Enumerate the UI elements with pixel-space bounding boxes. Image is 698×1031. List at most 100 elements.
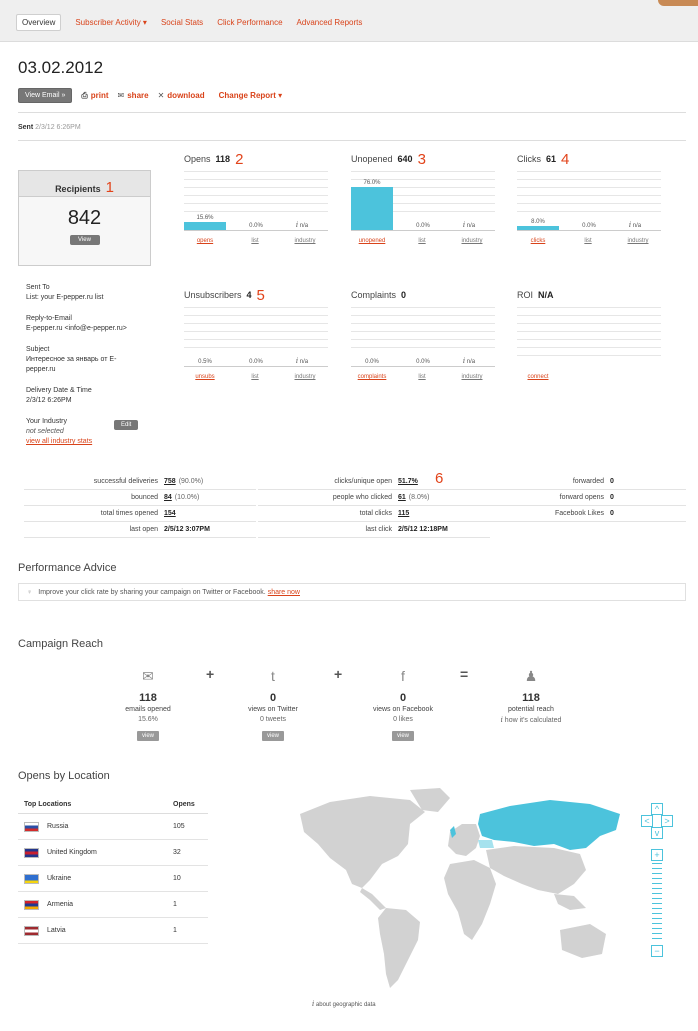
print-link[interactable]: ⎙ print: [81, 91, 108, 101]
reach-facebook: f 0 views on Facebook 0 likes view: [358, 668, 448, 742]
gridline: [351, 347, 495, 348]
chart-link-industry[interactable]: industry: [627, 238, 649, 244]
summary-row: last click 2/5/12 12:18PM: [258, 522, 448, 536]
gridline: [351, 203, 495, 204]
chart-link-list[interactable]: list: [251, 238, 259, 244]
chart-link-unsubs[interactable]: unsubs: [195, 374, 215, 380]
pan-left-button[interactable]: <: [641, 815, 653, 827]
tab-social-stats[interactable]: Social Stats: [160, 18, 204, 27]
world-map[interactable]: [290, 784, 630, 999]
pan-up-button[interactable]: ^: [651, 803, 663, 815]
chart-link-list[interactable]: list: [418, 238, 426, 244]
chart-link-industry[interactable]: industry: [294, 374, 316, 380]
stat-title: Unsubscribers 4 5: [184, 287, 328, 304]
geo-note[interactable]: i about geographic data: [312, 1000, 376, 1008]
summary-value[interactable]: 84: [164, 493, 172, 501]
stat-value: 4: [246, 290, 252, 300]
page-title: 03.02.2012: [18, 58, 104, 77]
equals-sign: =: [460, 666, 469, 682]
row-divider: [258, 505, 490, 506]
chart-link-list[interactable]: list: [418, 374, 426, 380]
table-row: Russia 105: [18, 814, 208, 840]
chart-link-list[interactable]: list: [584, 238, 592, 244]
view-email-button[interactable]: View Email »: [18, 88, 73, 103]
chart-link-connect[interactable]: connect: [527, 374, 549, 380]
tab-overview[interactable]: Overview: [16, 14, 62, 31]
reach-view-button[interactable]: view: [261, 731, 284, 741]
zoom-slider[interactable]: [652, 863, 662, 943]
share-now-link[interactable]: share now: [267, 588, 300, 596]
plus-sign: +: [334, 666, 343, 682]
lightbulb-icon: ♀: [27, 588, 33, 596]
change-report-dropdown[interactable]: Change Report ▾: [218, 91, 283, 100]
country-opens: 1: [173, 927, 177, 934]
chart-link-industry[interactable]: industry: [461, 238, 483, 244]
info-icon: i: [628, 221, 632, 229]
sent-info: Sent 2/3/12 6:26PM: [18, 124, 81, 131]
view-industry-stats-link[interactable]: view all industry stats: [26, 438, 93, 445]
zoom-out-button[interactable]: −: [651, 945, 663, 957]
facebook-icon: f: [401, 668, 405, 684]
chart-link-list[interactable]: list: [251, 374, 259, 380]
row-divider: [258, 489, 490, 490]
stat-title: Clicks 61 4: [517, 151, 661, 168]
gridline: [517, 331, 661, 332]
gridline: [517, 171, 661, 172]
how-calculated-link[interactable]: how it's calculated: [504, 717, 562, 724]
chart-link-complaints[interactable]: complaints: [357, 374, 387, 380]
summary-value: 2/5/12 12:18PM: [398, 525, 448, 533]
tab-advanced-reports[interactable]: Advanced Reports: [296, 18, 363, 27]
gridline: [517, 355, 661, 356]
gridline: [184, 331, 328, 332]
reach-view-button[interactable]: view: [136, 731, 159, 741]
pan-right-button[interactable]: >: [661, 815, 673, 827]
summary-value[interactable]: 154: [164, 509, 176, 517]
flag-icon: [24, 899, 39, 910]
gridline: [184, 211, 328, 212]
gridline: [184, 203, 328, 204]
stat-chart: 15.6% 0.0% i n/a: [184, 169, 328, 235]
reach-view-button[interactable]: view: [391, 731, 414, 741]
chart-link-opens[interactable]: opens: [196, 238, 214, 244]
country-name: United Kingdom: [47, 849, 97, 856]
gridline: [184, 187, 328, 188]
reach-sub: 0 tweets: [259, 716, 287, 723]
stat-label: Clicks: [517, 154, 541, 164]
gridline: [517, 179, 661, 180]
gridline: [184, 339, 328, 340]
tab-subscriber-activity[interactable]: Subscriber Activity ▾: [75, 18, 147, 27]
chart-link-industry[interactable]: industry: [294, 238, 316, 244]
summary-value[interactable]: 758: [164, 477, 176, 485]
summary-value[interactable]: 115: [398, 509, 410, 517]
bar-label: n/a: [299, 223, 309, 229]
table-row: Ukraine 10: [18, 866, 208, 892]
bar: [351, 186, 393, 231]
info-icon: i: [295, 357, 299, 365]
summary-row: forwarded 0: [490, 474, 614, 488]
reply-to-value: E-pepper.ru <info@e-pepper.ru>: [26, 325, 127, 332]
summary-value[interactable]: 51.7%: [398, 477, 418, 485]
stat-value: 61: [546, 154, 557, 164]
zoom-in-button[interactable]: +: [651, 849, 663, 861]
share-link[interactable]: ✉ share: [118, 91, 149, 100]
chart-link-unopened[interactable]: unopened: [358, 238, 386, 244]
recipients-view-button[interactable]: View: [69, 235, 100, 245]
country-opens: 105: [173, 823, 185, 830]
gridline: [184, 195, 328, 196]
gridline: [184, 347, 328, 348]
tab-click-performance[interactable]: Click Performance: [217, 18, 283, 27]
summary-value[interactable]: 61: [398, 493, 406, 501]
download-label: download: [167, 91, 205, 100]
chart-link-clicks[interactable]: clicks: [530, 238, 546, 244]
chart-link-industry[interactable]: industry: [461, 374, 483, 380]
download-link[interactable]: ✕ download: [158, 91, 205, 100]
reply-to-label: Reply-to-Email: [26, 315, 72, 322]
bar-label: n/a: [632, 223, 642, 229]
pan-down-button[interactable]: v: [651, 827, 663, 839]
edit-industry-button[interactable]: Edit: [114, 420, 139, 430]
stat-label: Opens: [184, 154, 211, 164]
row-divider: [490, 489, 686, 490]
divider: [18, 140, 686, 141]
summary-percent: (8.0%): [408, 493, 430, 501]
gridline: [184, 307, 328, 308]
